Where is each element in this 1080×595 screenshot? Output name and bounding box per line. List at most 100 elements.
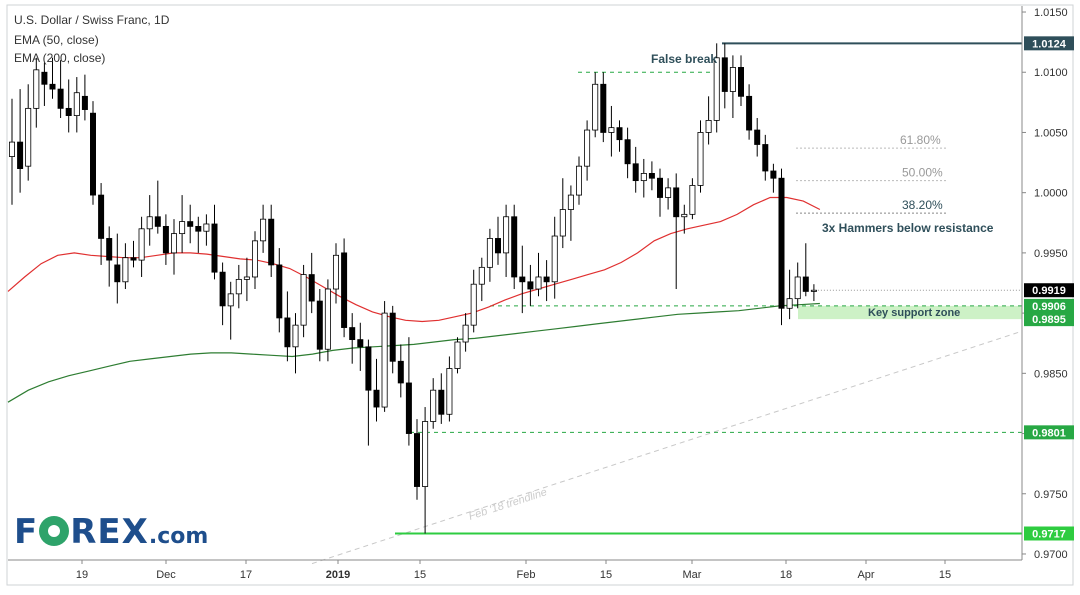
- candle-65: [535, 252, 542, 297]
- candle-26: [219, 262, 226, 326]
- candle-15: [130, 240, 137, 268]
- price-label-text: 0.9919: [1032, 285, 1066, 297]
- candle-51: [422, 407, 429, 534]
- candle-56: [462, 313, 469, 352]
- candle-46: [381, 301, 388, 412]
- candle-37: [308, 252, 315, 314]
- price-label-text: 0.9906: [1032, 301, 1066, 313]
- candle-55: [454, 337, 461, 374]
- x-tick-label: Apr: [857, 569, 874, 581]
- candle-43: [357, 322, 364, 371]
- price-label-text: 1.0124: [1032, 38, 1067, 50]
- candle-19: [162, 214, 169, 265]
- candle-body: [713, 57, 720, 121]
- price-label-text: 0.9801: [1032, 427, 1066, 439]
- candle-body: [503, 216, 510, 254]
- ema200-line: [7, 302, 820, 403]
- candle-body: [130, 257, 137, 261]
- x-tick-label: 18: [780, 569, 792, 581]
- candle-body: [422, 421, 429, 487]
- price-label-text: 0.9717: [1032, 529, 1066, 541]
- candle-77: [632, 146, 639, 193]
- candle-85: [697, 120, 704, 193]
- candle-body: [25, 107, 32, 167]
- candle-20: [170, 219, 177, 275]
- candle-body: [511, 216, 518, 278]
- candle-body: [527, 281, 534, 290]
- candle-16: [138, 216, 145, 277]
- candle-48: [397, 344, 404, 398]
- candle-body: [381, 312, 388, 408]
- candle-13: [114, 233, 121, 304]
- candle-body: [543, 276, 550, 283]
- support-zone-layer: [798, 305, 1022, 320]
- logo-o-circle: [39, 516, 70, 546]
- candle-3: [33, 57, 40, 128]
- candle-body: [810, 289, 817, 292]
- candle-body: [81, 95, 88, 110]
- chart-frame: [6, 4, 1074, 586]
- candle-body: [154, 216, 161, 227]
- candle-body: [673, 187, 680, 218]
- candle-body: [219, 271, 226, 307]
- y-tick-label: 0.9700: [1034, 549, 1068, 561]
- candle-body: [268, 218, 275, 266]
- candle-17: [146, 195, 153, 246]
- candle-23: [195, 216, 202, 253]
- candle-61: [503, 204, 510, 277]
- candle-25: [211, 204, 218, 280]
- candle-73: [600, 72, 607, 143]
- ema200-legend: EMA (200, close): [14, 51, 106, 65]
- candle-body: [235, 278, 242, 295]
- false-break-label: False break: [651, 52, 717, 66]
- symbol-title: U.S. Dollar / Swiss Franc, 1D: [14, 13, 170, 27]
- candle-90: [738, 55, 745, 106]
- candle-body: [738, 67, 745, 97]
- candle-28: [235, 264, 242, 309]
- candle-70: [576, 156, 583, 205]
- candle-84: [689, 178, 696, 220]
- candle-body: [357, 339, 364, 348]
- candle-body: [689, 185, 696, 215]
- x-tick-label: 19: [76, 569, 88, 581]
- price-label-text: 0.9895: [1032, 314, 1066, 326]
- price-label-bg: [1024, 36, 1074, 51]
- candle-86: [705, 96, 712, 145]
- candle-81: [665, 178, 672, 210]
- candle-49: [405, 337, 412, 446]
- candle-83: [681, 204, 688, 234]
- candle-41: [341, 238, 348, 338]
- candle-59: [486, 228, 493, 282]
- candle-body: [292, 324, 299, 348]
- x-tick-label: 15: [939, 569, 951, 581]
- candle-body: [778, 177, 785, 309]
- candle-body: [106, 238, 113, 261]
- price-label-bg: [1024, 526, 1074, 541]
- candle-36: [300, 264, 307, 338]
- support-zone-rect: [798, 305, 1022, 320]
- y-tick-label: 1.0150: [1034, 7, 1068, 19]
- candle-body: [624, 139, 631, 165]
- candle-body: [794, 276, 801, 300]
- candle-33: [276, 248, 283, 333]
- candle-66: [543, 260, 550, 302]
- candle-74: [608, 105, 615, 157]
- candle-body: [203, 223, 210, 232]
- candle-7: [65, 79, 72, 133]
- candle-52: [430, 378, 437, 429]
- candle-body: [146, 216, 153, 230]
- y-tick-label: 1.0050: [1034, 127, 1068, 139]
- candle-body: [681, 213, 688, 218]
- candle-body: [17, 141, 24, 169]
- candle-body: [138, 228, 145, 261]
- candle-body: [584, 129, 591, 167]
- candle-body: [454, 341, 461, 369]
- candle-64: [527, 264, 534, 306]
- candle-body: [754, 129, 761, 145]
- candle-body: [770, 170, 777, 179]
- candle-body: [373, 389, 380, 408]
- candle-88: [721, 43, 728, 109]
- y-tick-label: 0.9950: [1034, 248, 1068, 260]
- candle-body: [276, 264, 283, 319]
